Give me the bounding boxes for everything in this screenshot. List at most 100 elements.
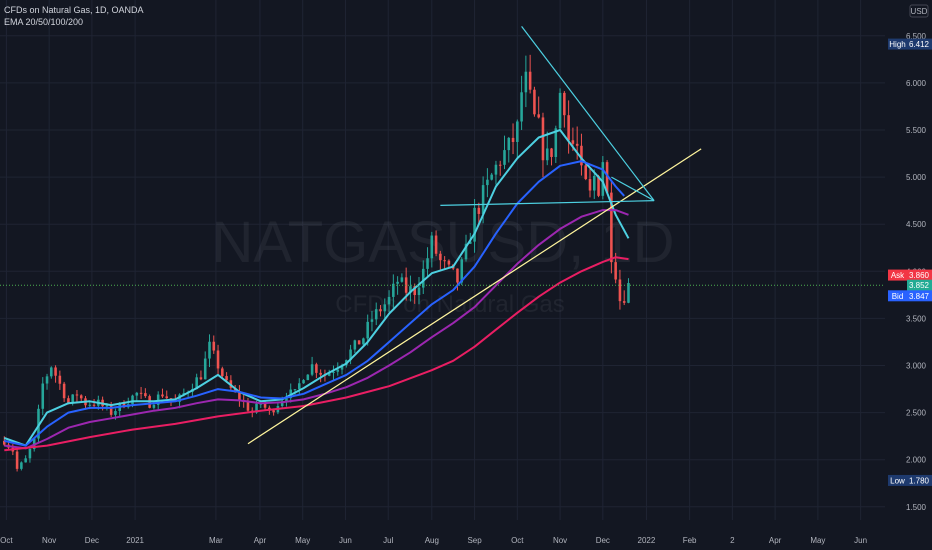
x-tick-label-7: Jun <box>339 536 352 545</box>
x-tick-label-12: Nov <box>553 536 567 545</box>
candle-114 <box>490 172 493 181</box>
y-tick-label-4: 3.500 <box>906 314 927 323</box>
candle-146 <box>627 278 630 304</box>
candle-74 <box>319 369 322 383</box>
watermark-symbol: NATGASUSD, 1D <box>211 210 674 275</box>
candle-104 <box>447 259 451 269</box>
descending-trendline[interactable] <box>521 26 655 202</box>
y-tick-label-7: 5.000 <box>906 173 927 182</box>
currency-box[interactable]: USD <box>909 4 929 18</box>
tag-last: 3.852 <box>907 279 932 291</box>
tag-low-label-bg <box>888 474 907 486</box>
candle-140 <box>601 156 605 200</box>
x-tick-label-8: Jul <box>383 536 393 545</box>
candle-8 <box>37 404 40 443</box>
tag-last-value-bg <box>907 279 932 291</box>
tag-high-value-bg <box>907 38 932 50</box>
y-tick-label-3: 3.000 <box>906 362 927 371</box>
candle-90 <box>387 290 391 313</box>
x-tick-label-18: May <box>810 536 825 545</box>
candle-3 <box>15 448 19 472</box>
candle-127 <box>545 131 549 166</box>
candle-123 <box>528 54 532 94</box>
x-tick-label-5: Apr <box>254 536 267 545</box>
ema-line-1 <box>4 160 625 447</box>
candle-10 <box>45 373 49 390</box>
candle-121 <box>520 75 523 130</box>
candle-99 <box>426 247 429 277</box>
y-tick-label-2: 2.500 <box>906 409 927 418</box>
candle-47 <box>203 351 207 380</box>
tag-ask-value: 3.860 <box>909 271 930 280</box>
candle-48 <box>208 334 211 368</box>
candle-100 <box>430 231 434 268</box>
tag-low-value-bg <box>907 474 932 486</box>
candle-115 <box>494 160 498 185</box>
candle-72 <box>310 356 314 377</box>
drawings <box>247 26 702 445</box>
candle-93 <box>400 273 404 283</box>
candle-95 <box>409 275 412 302</box>
triangle-lower[interactable] <box>611 176 655 202</box>
candle-111 <box>477 202 481 225</box>
candle-125 <box>537 96 540 119</box>
candle-101 <box>434 230 438 257</box>
x-tick-label-16: 2 <box>730 536 735 545</box>
candle-66 <box>285 392 288 407</box>
tag-high-label: High <box>889 40 905 49</box>
candle-136 <box>584 162 588 181</box>
candle-38 <box>165 390 169 399</box>
tag-bid-value-bg <box>907 290 932 302</box>
horizontal-resistance[interactable] <box>440 200 655 206</box>
candle-88 <box>379 305 382 317</box>
ascending-trendline[interactable] <box>247 148 702 445</box>
tag-ask-label: Ask <box>891 271 905 280</box>
candle-122 <box>524 55 528 108</box>
x-tick-label-13: Dec <box>596 536 610 545</box>
candle-61 <box>263 400 267 411</box>
candle-119 <box>511 123 515 155</box>
candle-135 <box>580 133 583 176</box>
x-axis[interactable]: Oct Nov Dec 2021 Mar Apr May Jun Jul Aug Sep Oct Nov… <box>0 536 867 545</box>
symbol-title[interactable]: CFDs on Natural Gas, 1D, OANDA <box>4 5 144 15</box>
x-tick-label-15: Feb <box>683 536 697 545</box>
candles <box>2 54 630 472</box>
candle-120 <box>516 119 519 160</box>
candle-45 <box>195 373 198 390</box>
x-tick-label-19: Jun <box>854 536 867 545</box>
candle-98 <box>421 260 425 294</box>
watermark-name: CFDs on Natural Gas <box>335 291 564 318</box>
candle-145 <box>622 290 626 306</box>
x-tick-label-10: Sep <box>467 536 482 545</box>
candle-144 <box>618 269 622 310</box>
tag-last-value: 3.852 <box>909 281 930 290</box>
candle-14 <box>62 381 66 402</box>
candle-137 <box>588 168 592 198</box>
indicator-title[interactable]: EMA 20/50/100/200 <box>4 17 84 27</box>
ema-lines <box>3 129 630 452</box>
tag-low-label: Low <box>890 476 905 485</box>
candle-17 <box>75 390 79 402</box>
x-tick-label-11: Oct <box>511 536 524 545</box>
candle-13 <box>58 370 62 390</box>
candle-31 <box>135 391 139 402</box>
candle-4 <box>20 461 23 471</box>
candle-33 <box>144 388 147 398</box>
candle-51 <box>221 366 224 380</box>
currency-label: USD <box>911 7 928 16</box>
x-tick-label-3: 2021 <box>126 536 144 545</box>
candle-49 <box>212 335 216 354</box>
candle-103 <box>443 256 446 270</box>
candle-77 <box>332 365 335 381</box>
candle-57 <box>246 397 250 412</box>
tag-high-value: 6.412 <box>909 40 930 49</box>
candle-83 <box>357 340 361 345</box>
candle-32 <box>139 386 143 399</box>
candle-82 <box>353 339 357 354</box>
candle-128 <box>550 147 553 166</box>
tag-ask-label-bg <box>888 269 907 281</box>
candle-126 <box>541 112 545 178</box>
ema-line-3 <box>4 256 629 452</box>
candle-12 <box>54 365 57 383</box>
